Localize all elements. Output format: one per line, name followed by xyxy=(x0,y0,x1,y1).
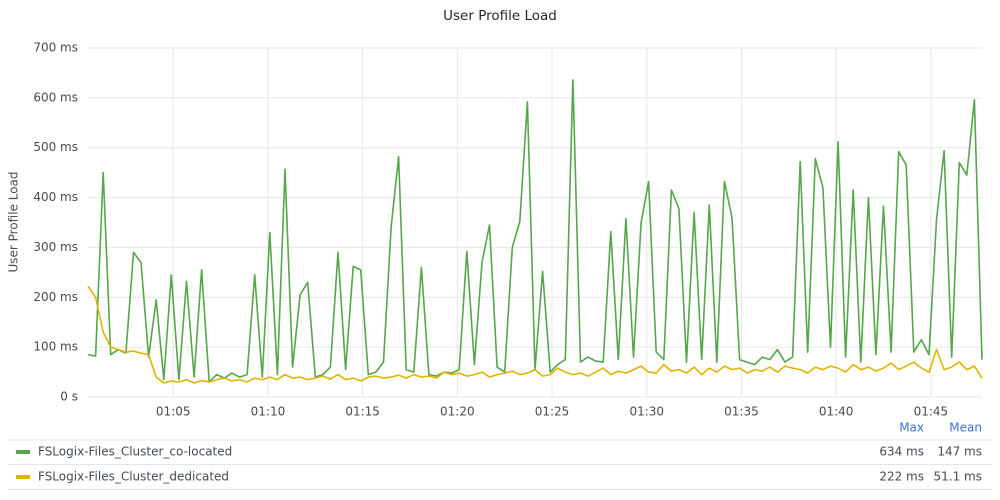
y-tick-label: 0 s xyxy=(60,390,78,404)
legend-max: 222 ms xyxy=(879,470,924,484)
y-axis-label: User Profile Load xyxy=(7,171,21,272)
y-tick-label: 700 ms xyxy=(33,41,78,55)
legend-mean: 51.1 ms xyxy=(934,470,982,484)
x-tick-label: 01:45 xyxy=(914,405,949,419)
y-tick-label: 200 ms xyxy=(33,290,78,304)
legend-header[interactable]: Max xyxy=(899,421,924,435)
y-tick-label: 100 ms xyxy=(33,340,78,354)
x-tick-label: 01:35 xyxy=(724,405,759,419)
legend-mean: 147 ms xyxy=(937,445,982,459)
y-tick-label: 300 ms xyxy=(33,240,78,254)
chart-title: User Profile Load xyxy=(443,8,557,24)
series-line xyxy=(87,285,983,384)
x-tick-label: 01:30 xyxy=(629,405,664,419)
x-tick-label: 01:15 xyxy=(345,405,380,419)
y-tick-label: 400 ms xyxy=(33,190,78,204)
x-tick-label: 01:25 xyxy=(535,405,570,419)
x-tick-label: 01:10 xyxy=(251,405,286,419)
legend-label: FSLogix-Files_Cluster_dedicated xyxy=(38,470,229,484)
legend-label: FSLogix-Files_Cluster_co-located xyxy=(38,445,232,459)
x-tick-label: 01:20 xyxy=(440,405,475,419)
y-tick-label: 600 ms xyxy=(33,90,78,104)
x-tick-label: 01:40 xyxy=(819,405,854,419)
legend-header[interactable]: Mean xyxy=(949,421,982,435)
y-tick-label: 500 ms xyxy=(33,140,78,154)
series-line xyxy=(87,79,983,383)
legend-max: 634 ms xyxy=(879,445,924,459)
x-tick-label: 01:05 xyxy=(156,405,191,419)
